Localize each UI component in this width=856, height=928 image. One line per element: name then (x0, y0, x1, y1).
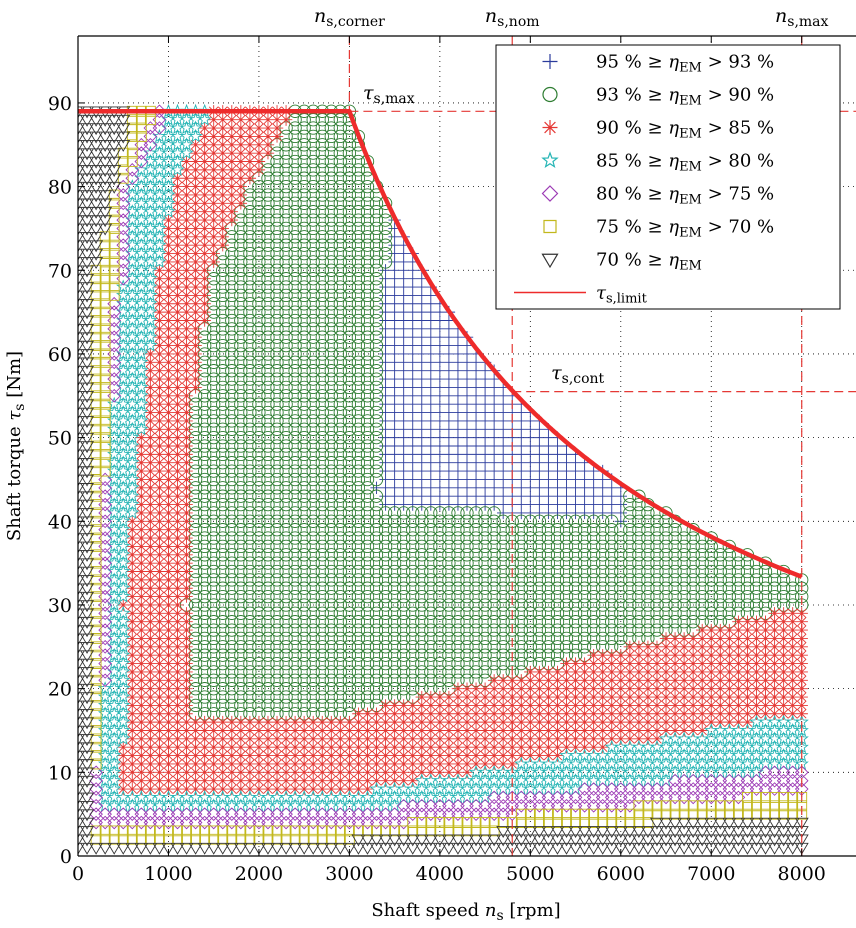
x-tick-label: 1000 (144, 863, 192, 885)
x-tick-label: 3000 (325, 863, 373, 885)
legend-label: 85 % ≥ ηEM > 80 % (596, 151, 774, 175)
plot-axes: 0 1000 2000 3000 4000 5000 6000 7000 8000 0 10 20 30… (4, 35, 856, 924)
legend-entry: 90 % ≥ ηEM > 85 % (542, 118, 774, 142)
x-tick-label: 7000 (687, 863, 735, 885)
x-tick-label: 2000 (235, 863, 283, 885)
torque-limit-line (78, 109, 803, 579)
legend-entry: 93 % ≥ ηEM > 90 % (542, 85, 774, 109)
y-tick-label: 90 (48, 93, 72, 115)
legend-star-marker (541, 151, 559, 168)
legend-entry: 95 % ≥ ηEM > 93 % (542, 52, 774, 76)
x-tick-label: 0 (72, 863, 84, 885)
legend-label: τs,limit (596, 283, 648, 307)
reference-annotations: ns,corner ns,nom ns,max τs,max τs,cont (314, 5, 829, 387)
legend-entry: 85 % ≥ ηEM > 80 % (541, 151, 774, 175)
y-tick-label: 0 (60, 846, 72, 868)
torque-limit-curve (78, 109, 803, 579)
label-ns-corner: ns,corner (314, 5, 385, 30)
y-tick-label: 30 (48, 595, 72, 617)
triangle-marker (78, 106, 809, 855)
efficiency-marker-field (78, 103, 809, 855)
legend-label: 95 % ≥ ηEM > 93 % (596, 52, 774, 76)
legend-label: 93 % ≥ ηEM > 90 % (596, 85, 774, 109)
x-tick-label: 5000 (506, 863, 554, 885)
y-tick-label: 20 (48, 679, 72, 701)
asterisk-marker (117, 105, 808, 796)
plus-marker (370, 213, 627, 528)
legend: 95 % ≥ ηEM > 93 % 93 % ≥ ηEM > 90 % 90 % ≥… (495, 44, 841, 310)
legend-plus-marker (542, 54, 558, 69)
legend-square-marker (543, 219, 557, 234)
y-tick-label: 50 (48, 428, 72, 450)
y-tick-label: 40 (48, 511, 72, 533)
label-tau-max: τs,max (363, 82, 415, 107)
triangle-marker-group (78, 106, 809, 855)
legend-entry: 70 % ≥ ηEM (541, 250, 702, 274)
y-axis-label: Shaft torque τs [Nm] (4, 351, 28, 541)
y-tick-label: 80 (48, 177, 72, 199)
legend-circle-marker (542, 86, 558, 103)
legend-triangle-marker (541, 253, 559, 269)
square-marker (90, 105, 808, 845)
legend-label: 90 % ≥ ηEM > 85 % (596, 118, 774, 142)
legend-label: 75 % ≥ ηEM > 70 % (596, 217, 774, 241)
asterisk-marker-group (117, 105, 808, 796)
legend-entry: 80 % ≥ ηEM > 75 % (541, 184, 774, 208)
x-tick-label: 4000 (416, 863, 464, 885)
x-tick-label: 6000 (597, 863, 645, 885)
square-marker-group (90, 105, 808, 845)
x-axis-label: Shaft speed ns [rpm] (371, 900, 560, 924)
legend-label: 80 % ≥ ηEM > 75 % (596, 184, 774, 208)
label-ns-max: ns,max (775, 5, 829, 30)
legend-entry: τs,limit (514, 283, 648, 307)
label-tau-cont: τs,cont (551, 362, 604, 387)
legend-entry: 75 % ≥ ηEM > 70 % (543, 217, 774, 241)
legend-diamond-marker (541, 185, 559, 202)
diamond-marker-group (89, 104, 809, 830)
x-tick-label: 8000 (778, 863, 826, 885)
y-tick-label: 10 (48, 762, 72, 784)
plus-marker-group (370, 213, 627, 528)
legend-label: 70 % ≥ ηEM (596, 250, 702, 274)
legend-asterisk-marker (542, 120, 558, 135)
label-ns-nom: ns,nom (485, 5, 540, 30)
y-tick-label: 70 (48, 260, 72, 282)
diamond-marker (89, 104, 809, 830)
y-tick-label: 60 (48, 344, 72, 366)
